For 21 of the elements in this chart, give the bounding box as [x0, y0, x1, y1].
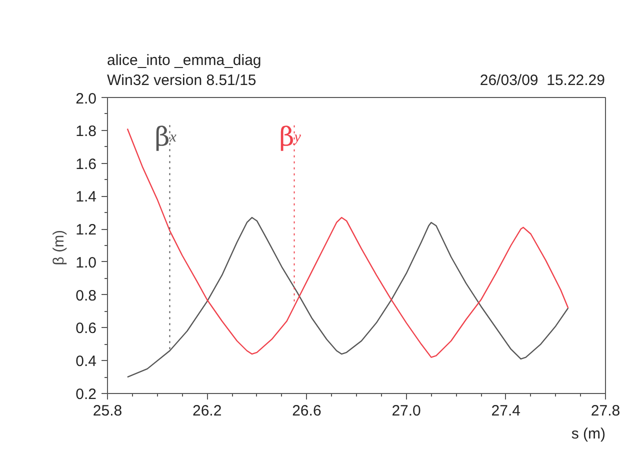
y-tick-label: 0.4 [76, 353, 97, 370]
chart-title: alice_into _emma_diag [107, 52, 262, 70]
y-tick-label: 0.8 [76, 287, 97, 304]
x-tick-label: 27.8 [590, 402, 620, 420]
x-tick-label: 26.2 [192, 402, 222, 420]
x-tick-label: 26.6 [292, 402, 322, 420]
y-tick-label: 2.0 [76, 90, 97, 108]
y-tick-label: 1.4 [76, 188, 97, 206]
text: 26/03/09 15.22.29 [480, 72, 605, 90]
chart-subtitle: Win32 version 8.51/15 [107, 72, 256, 90]
x-tick-label: 27.4 [491, 402, 521, 420]
y-tick-label: 1.2 [76, 222, 97, 239]
y-tick-label: 1.0 [76, 254, 97, 272]
x-tick-label: 25.8 [92, 402, 122, 420]
x-tick-label: 27.0 [392, 402, 421, 420]
y-axis-title: β (m) [50, 230, 68, 266]
y-tick-label: 0.6 [76, 320, 97, 338]
x-axis-title: s (m) [571, 426, 606, 442]
y-tick-label: 1.6 [76, 156, 97, 173]
y-tick-label: 0.2 [76, 386, 97, 403]
y-tick-label: 1.8 [76, 122, 97, 140]
